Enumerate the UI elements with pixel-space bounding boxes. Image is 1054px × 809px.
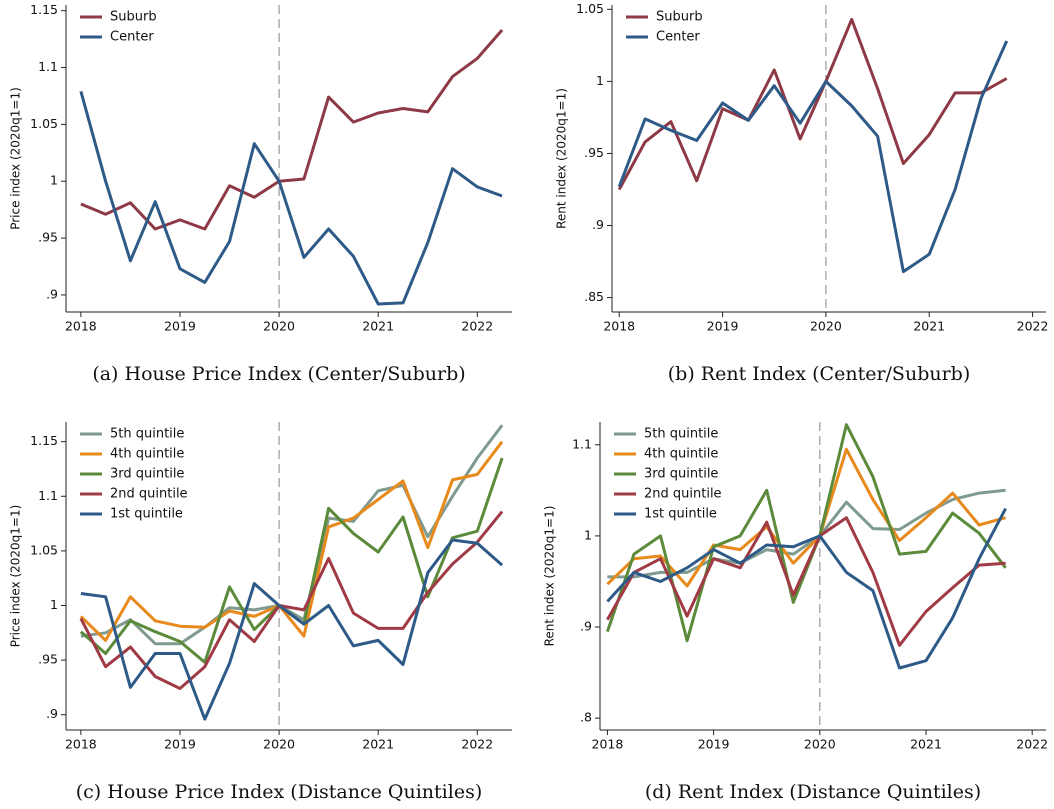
series-line [80, 424, 504, 646]
y-axis-label: Price index (2020q1=1) [9, 505, 23, 648]
x-tick-label: 2022 [461, 737, 493, 752]
series-line [79, 440, 504, 642]
y-tick-label: 1 [584, 527, 592, 542]
x-tick-label: 2020 [263, 737, 295, 752]
series-line [80, 538, 504, 721]
legend-label: Suburb [656, 10, 703, 25]
x-tick-label: 2021 [910, 737, 942, 752]
legend-label: 1st quintile [110, 507, 183, 522]
panel: 1.15 1.1 1.05 1 .95 .9 2018 2019 2020 2021 2022 Sub… [9, 2, 512, 385]
y-tick-label: .9 [46, 286, 58, 301]
y-tick-label: .85 [584, 289, 604, 304]
caption: (d) Rent Index (Distance Quintiles) [645, 781, 981, 803]
y-tick-label: .9 [592, 217, 604, 232]
y-tick-label: 1.05 [30, 116, 58, 131]
y-tick-label: 1 [50, 173, 58, 188]
legend-label: 5th quintile [110, 427, 184, 442]
x-tick-label: 2018 [592, 737, 624, 752]
legend-label: Center [110, 30, 154, 45]
caption: (c) House Price Index (Distance Quintile… [76, 781, 482, 803]
y-tick-label: 1.15 [30, 433, 58, 448]
y-tick-label: .95 [38, 230, 58, 245]
y-axis-label: Price index (2020q1=1) [9, 87, 23, 230]
series-line [79, 510, 504, 690]
y-tick-label: .9 [46, 706, 58, 721]
y-axis-label: Rent index (2020q1=1) [543, 506, 557, 647]
y-tick-label: 1.1 [38, 59, 58, 74]
series-line [79, 91, 503, 306]
x-tick-label: 2019 [164, 737, 196, 752]
panel: 1.05 1 .95 .9 .85 2018 2019 2020 2021 2022 Suburb C… [555, 1, 1049, 385]
x-tick-label: 2021 [362, 737, 394, 752]
x-tick-label: 2019 [164, 319, 196, 334]
legend-label: 5th quintile [644, 427, 718, 442]
x-tick-label: 2020 [263, 319, 295, 334]
legend-label: 2nd quintile [110, 487, 188, 502]
y-tick-label: .95 [584, 145, 604, 160]
y-tick-label: 1.05 [576, 1, 604, 16]
caption: (a) House Price Index (Center/Suburb) [92, 363, 465, 385]
x-tick-label: 2018 [65, 737, 97, 752]
x-tick-label: 2020 [810, 319, 842, 334]
legend-label: 2nd quintile [644, 487, 722, 502]
legend-label: 4th quintile [644, 447, 718, 462]
series-line [617, 40, 1009, 274]
y-tick-label: 1.15 [30, 2, 58, 17]
legend-label: Suburb [110, 10, 157, 25]
legend-label: 3rd quintile [644, 467, 718, 482]
y-axis-label: Rent index (2020q1=1) [555, 88, 569, 229]
x-tick-label: 2018 [65, 319, 97, 334]
x-tick-label: 2022 [1016, 737, 1048, 752]
y-tick-label: 1 [50, 597, 58, 612]
panel: 1.15 1.1 1.05 1 .95 .9 2018 2019 2020 2021 2022 5th… [9, 422, 512, 803]
legend-label: 1st quintile [644, 507, 717, 522]
x-tick-label: 2019 [698, 737, 730, 752]
y-tick-label: 1.1 [572, 436, 592, 451]
x-tick-label: 2020 [804, 737, 836, 752]
x-tick-label: 2019 [707, 319, 739, 334]
y-tick-label: .9 [580, 619, 592, 634]
series-line [80, 29, 504, 231]
x-tick-label: 2018 [603, 319, 635, 334]
legend-label: Center [656, 30, 700, 45]
y-tick-label: .8 [580, 710, 592, 725]
x-tick-label: 2021 [362, 319, 394, 334]
series-line [606, 507, 1007, 670]
series-line [617, 17, 1008, 191]
series-line [606, 516, 1006, 647]
caption: (b) Rent Index (Center/Suburb) [668, 363, 971, 385]
legend-label: 4th quintile [110, 447, 184, 462]
y-tick-label: .95 [38, 652, 58, 667]
x-tick-label: 2022 [461, 319, 493, 334]
legend-label: 3rd quintile [110, 467, 184, 482]
y-tick-label: 1.1 [38, 488, 58, 503]
y-tick-label: 1 [596, 73, 604, 88]
y-tick-label: 1.05 [30, 542, 58, 557]
x-tick-label: 2021 [913, 319, 945, 334]
series-line [606, 447, 1006, 588]
x-tick-label: 2022 [1017, 319, 1049, 334]
